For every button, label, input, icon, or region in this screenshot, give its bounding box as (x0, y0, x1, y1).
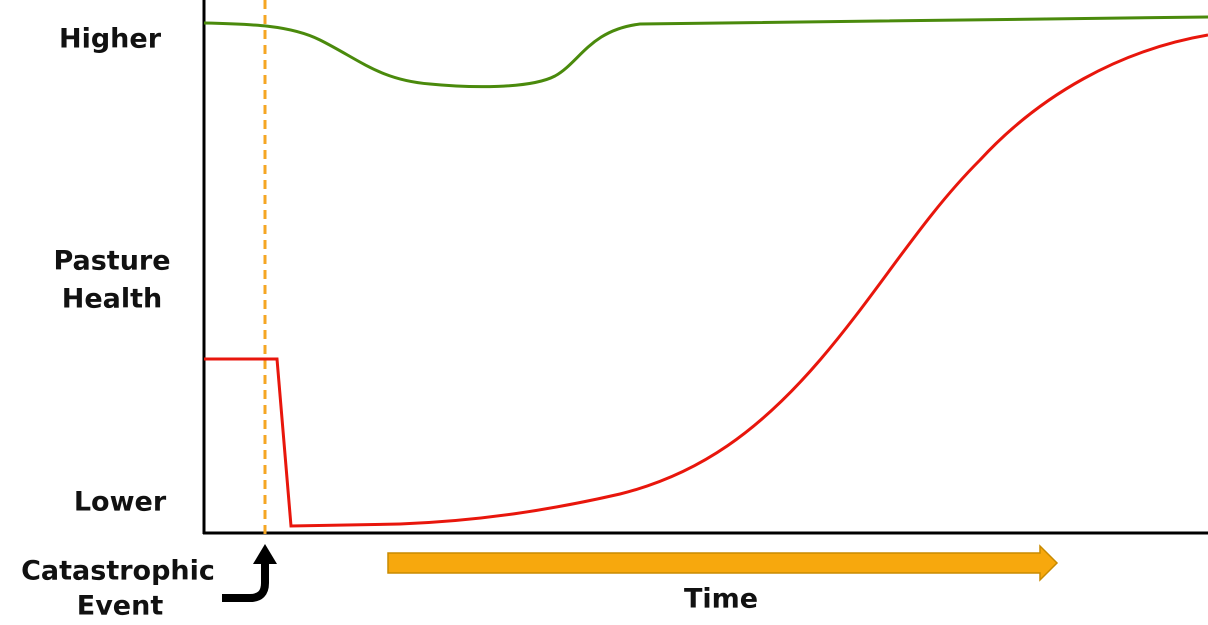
bottom-label: Lower (74, 487, 167, 518)
event-arrow (222, 562, 269, 602)
event-label-line: Event (77, 591, 164, 622)
event-arrowhead (253, 544, 277, 564)
y-label-line: Pasture (53, 246, 170, 277)
event-label-line: Catastrophic (21, 556, 215, 587)
time-arrow (387, 544, 1059, 582)
top-label: Higher (59, 24, 162, 55)
y-label-line: Health (62, 284, 163, 315)
damaged-curve (204, 33, 1208, 528)
x-label: Time (684, 584, 758, 615)
healthy-curve (203, 15, 1208, 89)
